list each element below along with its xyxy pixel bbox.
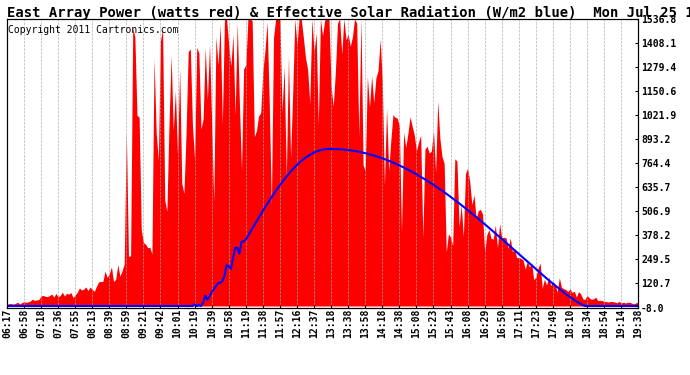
Text: Copyright 2011 Cartronics.com: Copyright 2011 Cartronics.com: [8, 24, 179, 34]
Text: East Array Power (watts red) & Effective Solar Radiation (W/m2 blue)  Mon Jul 25: East Array Power (watts red) & Effective…: [7, 6, 690, 20]
